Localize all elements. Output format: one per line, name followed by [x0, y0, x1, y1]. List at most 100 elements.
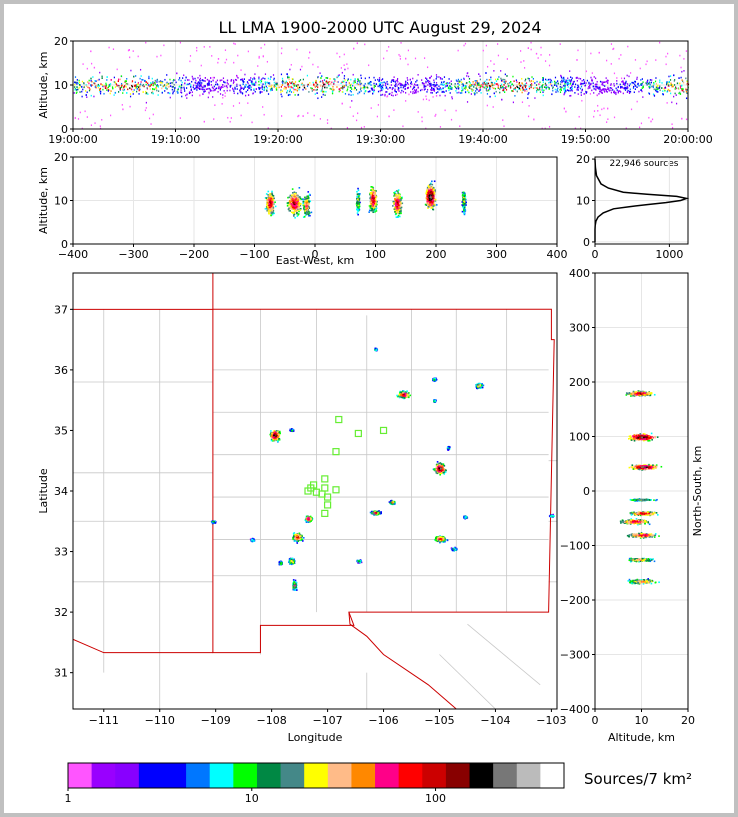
time-height-source	[475, 80, 478, 82]
time-height-source	[192, 86, 194, 89]
time-height-source	[472, 81, 474, 83]
time-height-source	[224, 85, 226, 88]
time-height-source	[254, 90, 256, 93]
time-height-source	[74, 83, 76, 86]
time-height-source	[668, 75, 670, 78]
time-height-source	[352, 82, 354, 84]
ew-source	[369, 193, 371, 196]
time-height-source	[672, 85, 674, 88]
ew-source	[269, 209, 272, 212]
time-height-source	[632, 87, 635, 89]
time-height-source	[97, 83, 99, 86]
ew-source	[430, 207, 433, 209]
time-height-source	[607, 88, 610, 90]
time-height-source	[199, 80, 201, 82]
time-height-source	[232, 105, 235, 107]
time-height-source	[563, 76, 565, 79]
ew-source	[428, 187, 430, 190]
time-height-source	[429, 76, 431, 79]
time-height-source	[659, 81, 661, 84]
time-height-source	[397, 88, 399, 91]
ew-source	[425, 192, 428, 195]
time-height-source	[671, 85, 673, 88]
ew-source	[308, 200, 310, 202]
time-height-source	[302, 84, 304, 87]
time-height-source	[602, 88, 604, 90]
ew-source	[428, 204, 431, 206]
time-height-source	[673, 84, 676, 86]
time-height-source	[432, 84, 434, 86]
time-height-source	[288, 76, 290, 79]
ew-source	[399, 202, 401, 205]
time-height-source	[258, 86, 260, 89]
ew-source	[370, 189, 372, 191]
ew-source	[395, 212, 397, 215]
time-height-source	[141, 78, 143, 81]
ew-source	[393, 200, 395, 203]
time-height-source	[475, 87, 477, 90]
ew-source	[291, 188, 294, 190]
time-height-source	[493, 63, 495, 65]
time-height-source	[122, 92, 124, 94]
time-height-source	[129, 105, 131, 108]
time-height-source	[184, 82, 186, 85]
time-height-source	[285, 86, 287, 89]
time-height-source	[521, 101, 524, 104]
ew-source	[286, 205, 289, 207]
time-height-source	[97, 85, 99, 87]
time-height-source	[99, 127, 102, 130]
time-height-source	[591, 89, 593, 92]
ew-source	[358, 207, 360, 209]
time-height-source	[150, 123, 152, 125]
ew-source	[426, 198, 429, 201]
time-height-source	[518, 87, 520, 89]
time-height-source	[276, 83, 278, 85]
time-height-source	[343, 84, 345, 87]
ew-source	[433, 191, 436, 193]
ew-source	[432, 200, 434, 202]
time-height-source	[548, 88, 550, 90]
time-height-source	[230, 117, 232, 119]
time-height-source	[514, 88, 517, 91]
time-height-source	[291, 82, 294, 85]
ew-source	[394, 202, 397, 204]
time-height-source	[610, 43, 613, 45]
time-height-source	[235, 79, 238, 81]
time-height-source	[331, 81, 333, 84]
time-height-source	[656, 85, 659, 87]
time-height-source	[552, 86, 554, 88]
time-height-source	[555, 91, 557, 93]
ew-source	[293, 202, 295, 205]
time-height-source	[227, 83, 229, 85]
time-height-source	[396, 79, 399, 81]
time-height-source	[349, 89, 351, 92]
time-height-source	[394, 90, 396, 92]
ew-source	[265, 198, 268, 200]
ew-source	[373, 202, 376, 205]
time-height-source	[178, 78, 180, 81]
time-height-source	[415, 88, 418, 91]
time-height-source	[591, 78, 593, 81]
time-height-source	[516, 85, 518, 88]
time-height-source	[679, 93, 682, 95]
time-height-source	[194, 81, 196, 84]
time-height-source	[240, 78, 242, 81]
time-height-source	[655, 86, 658, 89]
time-height-source	[378, 83, 381, 85]
time-height-source	[414, 89, 416, 91]
time-height-source	[561, 79, 563, 82]
ew-source	[305, 211, 308, 214]
ew-source	[430, 193, 433, 196]
time-height-source	[628, 84, 631, 87]
ew-source	[296, 215, 299, 217]
time-height-source	[459, 92, 462, 94]
ew-source	[304, 210, 307, 212]
time-height-source	[127, 88, 129, 91]
ew-source	[268, 205, 271, 207]
ew-source	[309, 214, 311, 217]
time-height-source	[333, 78, 335, 80]
time-height-source	[502, 119, 504, 121]
time-height-source	[553, 84, 556, 87]
time-height-source	[180, 87, 182, 89]
time-height-source	[458, 87, 460, 89]
